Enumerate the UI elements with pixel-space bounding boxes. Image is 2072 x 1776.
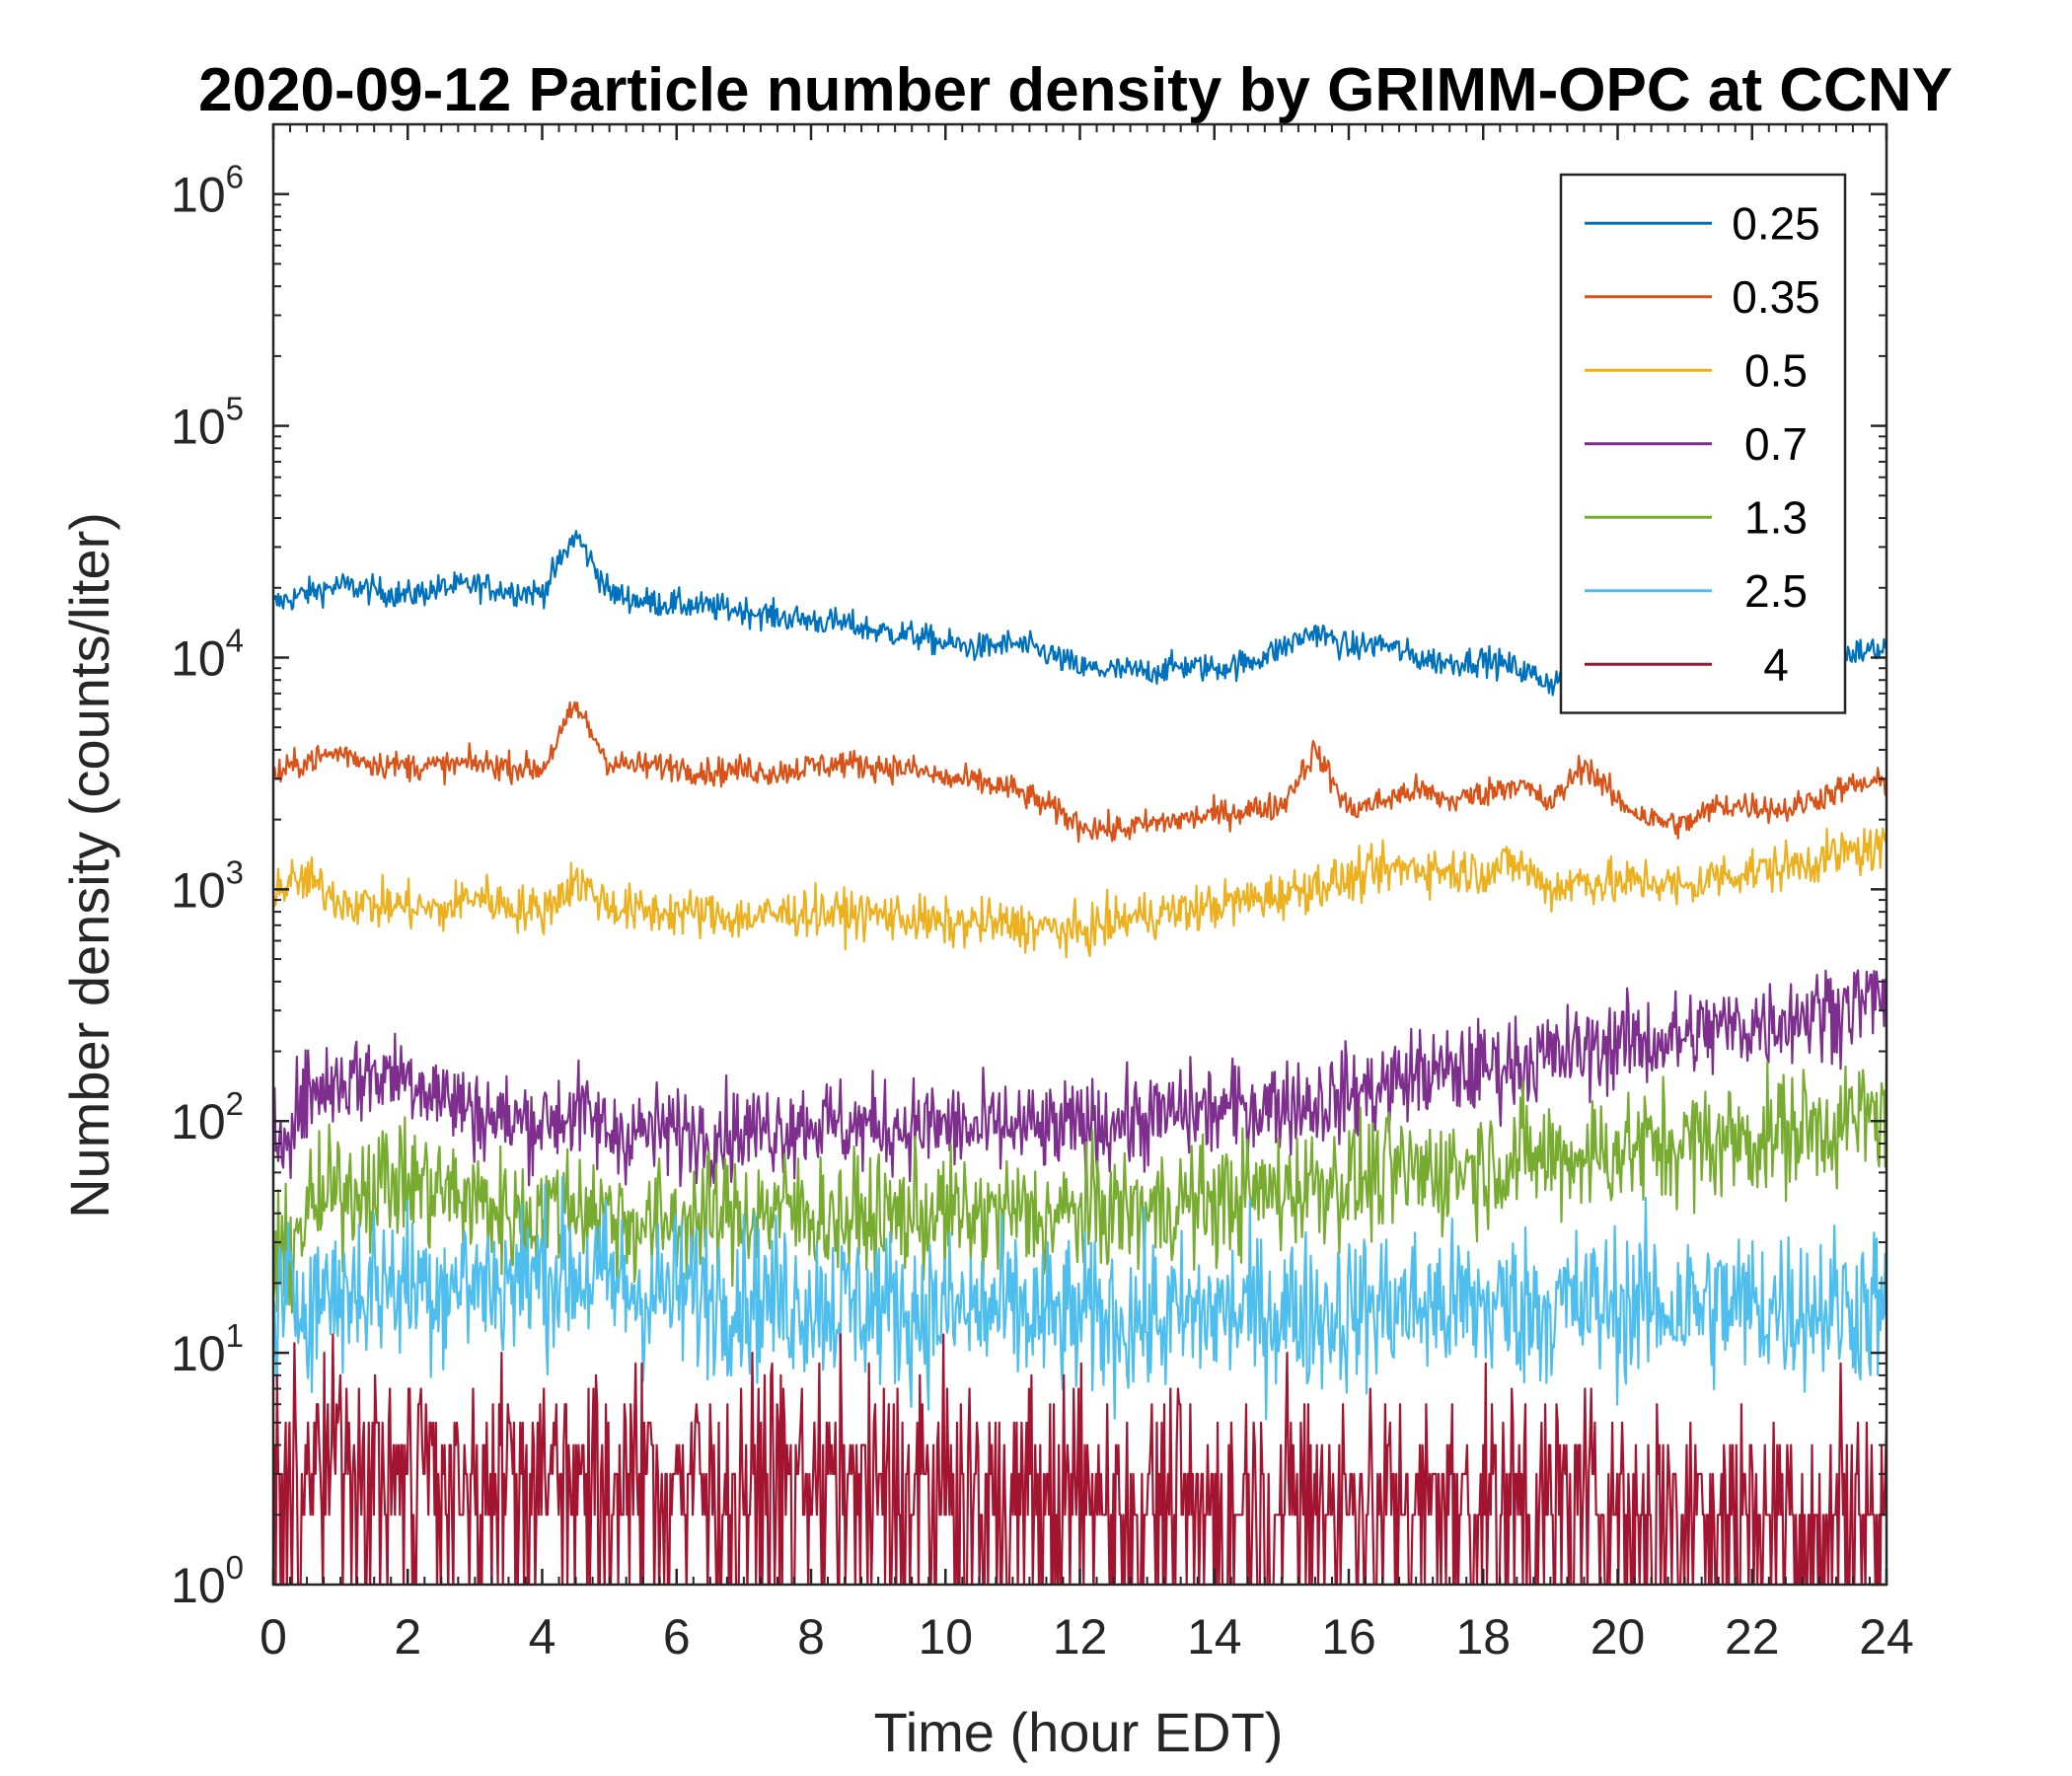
x-tick-label: 12	[1053, 1609, 1108, 1665]
series-line-0-5	[273, 827, 1887, 959]
y-tick-label: 100	[171, 1549, 244, 1613]
y-tick-label: 103	[171, 853, 244, 918]
series-line-1-3	[273, 1061, 1887, 1314]
x-tick-label: 4	[529, 1609, 556, 1665]
x-tick-label: 16	[1321, 1609, 1376, 1665]
y-tick-label: 104	[171, 622, 244, 686]
series-line-0-35	[273, 701, 1887, 844]
series-layer	[273, 530, 1887, 1585]
y-tick-label: 102	[171, 1085, 244, 1149]
x-tick-label: 14	[1187, 1609, 1242, 1665]
x-tick-label: 2	[394, 1609, 421, 1665]
x-tick-label: 6	[663, 1609, 691, 1665]
legend: 0.25 0.35 0.5 0.7 1.3 2.5 4	[1559, 173, 1847, 714]
legend-label: 4	[1763, 638, 1789, 690]
x-tick-label: 10	[918, 1609, 973, 1665]
legend-label: 0.25	[1732, 197, 1820, 249]
x-tick-label: 0	[259, 1609, 287, 1665]
x-axis-label: Time (hour EDT)	[874, 1701, 1284, 1763]
series-line-2-5	[273, 1176, 1887, 1421]
chart-title: 2020-09-12 Particle number density by GR…	[198, 56, 1953, 124]
axes: 0 2 4 6 8 10 12 14 16 18 20 22 241001011021031041051…	[171, 122, 1914, 1665]
legend-label: 0.5	[1744, 344, 1808, 396]
series-line-4	[273, 1333, 1887, 1585]
x-tick-label: 20	[1591, 1609, 1646, 1665]
legend-label: 2.5	[1744, 565, 1808, 617]
x-tick-label: 8	[797, 1609, 825, 1665]
legend-label: 0.35	[1732, 271, 1820, 323]
x-tick-label: 24	[1859, 1609, 1914, 1665]
x-tick-label: 22	[1725, 1609, 1780, 1665]
y-tick-label: 105	[171, 391, 244, 455]
series-line-0-7	[273, 969, 1887, 1188]
y-tick-label: 106	[171, 159, 244, 223]
y-axis-label: Number density (counts/liter)	[58, 512, 120, 1219]
legend-label: 0.7	[1744, 418, 1808, 470]
legend-label: 1.3	[1744, 491, 1808, 543]
y-tick-label: 101	[171, 1317, 244, 1381]
x-tick-label: 18	[1455, 1609, 1511, 1665]
